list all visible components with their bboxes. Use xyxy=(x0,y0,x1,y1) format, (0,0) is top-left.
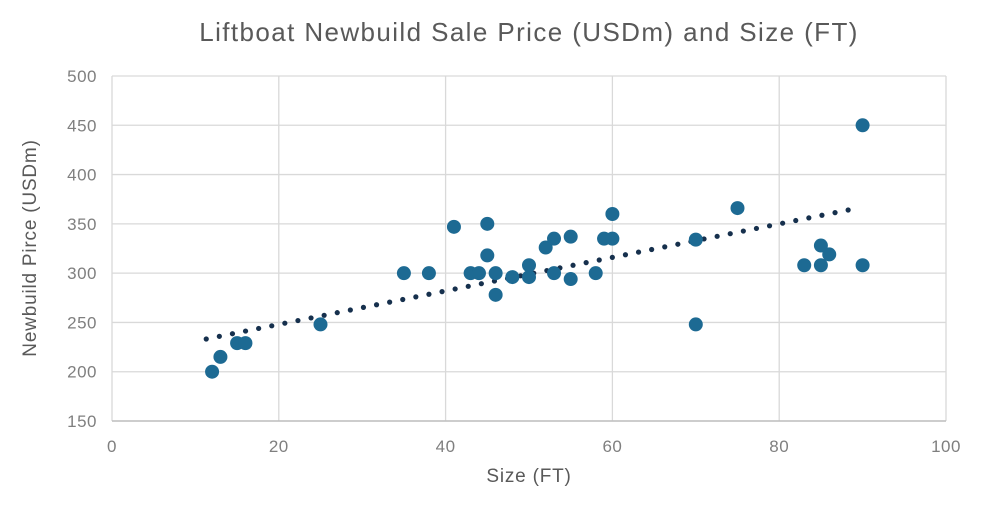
trendline-dot xyxy=(439,289,445,295)
data-point[interactable] xyxy=(730,201,745,216)
data-point[interactable] xyxy=(797,258,812,273)
y-tick-label: 450 xyxy=(67,116,97,135)
trendline-dot xyxy=(727,231,733,237)
trendline-dot xyxy=(832,210,838,216)
x-tick-label: 60 xyxy=(602,437,622,456)
trendline-dot xyxy=(609,254,615,260)
data-point[interactable] xyxy=(547,231,562,246)
data-point[interactable] xyxy=(396,266,411,281)
trendline-dot xyxy=(570,262,576,268)
data-point[interactable] xyxy=(471,266,486,281)
trendline-dot xyxy=(753,225,760,232)
data-point[interactable] xyxy=(563,229,578,244)
trendline-dot xyxy=(256,325,262,332)
trendline-dot xyxy=(622,252,629,258)
data-point[interactable] xyxy=(446,219,461,234)
data-point[interactable] xyxy=(813,258,828,273)
x-tick-label: 20 xyxy=(269,437,289,456)
trendline-dot xyxy=(373,302,380,308)
x-axis-title: Size (FT) xyxy=(486,466,572,487)
y-tick-label: 250 xyxy=(67,313,97,332)
trendline-dot xyxy=(478,281,484,287)
data-point[interactable] xyxy=(505,270,520,285)
trendline-dot xyxy=(216,333,222,339)
data-point[interactable] xyxy=(605,207,620,221)
y-tick-label: 400 xyxy=(67,166,97,185)
trendline-dot xyxy=(269,323,275,329)
trendline-dot xyxy=(518,273,524,279)
data-point[interactable] xyxy=(538,240,553,255)
x-tick-label: 100 xyxy=(931,437,961,456)
data-point[interactable] xyxy=(822,247,837,262)
trendline-dot xyxy=(806,215,812,221)
data-point[interactable] xyxy=(238,336,253,351)
data-point[interactable] xyxy=(522,270,536,285)
trendline-dot xyxy=(295,317,301,324)
data-point[interactable] xyxy=(688,232,703,247)
data-point[interactable] xyxy=(480,216,495,231)
chart-title: Liftboat Newbuild Sale Price (USDm) and … xyxy=(199,17,859,47)
trendline-dot xyxy=(766,223,773,229)
trendline-dot xyxy=(334,310,340,316)
trendline-dot xyxy=(282,320,288,326)
trendline-dot xyxy=(400,296,406,303)
trendline-dot xyxy=(675,241,681,247)
x-tick-label: 80 xyxy=(769,437,789,456)
data-point[interactable] xyxy=(421,266,436,281)
data-point[interactable] xyxy=(605,231,620,246)
trendline-dot xyxy=(360,304,367,310)
y-tick-label: 200 xyxy=(67,363,97,382)
trendline-dot xyxy=(387,299,393,305)
data-point[interactable] xyxy=(688,317,703,332)
data-point[interactable] xyxy=(855,118,870,133)
trendline-dot xyxy=(465,283,471,289)
y-tick-label: 150 xyxy=(67,412,97,431)
data-point[interactable] xyxy=(213,349,228,364)
data-point[interactable] xyxy=(205,364,220,379)
data-point[interactable] xyxy=(488,287,503,302)
y-tick-label: 350 xyxy=(67,215,97,234)
trendline-dot xyxy=(649,246,655,253)
trendline-dot xyxy=(662,244,668,250)
trendline-dot xyxy=(229,331,236,337)
trendline-dot xyxy=(845,207,851,213)
trendline-dot xyxy=(308,315,314,321)
trendline-dot xyxy=(780,220,786,226)
trendline-dot xyxy=(347,307,353,313)
y-tick-label: 500 xyxy=(67,67,97,86)
trendline-dot xyxy=(596,257,602,263)
trendline-dot xyxy=(321,312,327,318)
data-point[interactable] xyxy=(855,258,870,273)
trendline-dot xyxy=(426,291,432,297)
data-point[interactable] xyxy=(313,317,328,332)
data-point[interactable] xyxy=(480,248,495,263)
trendline-dot xyxy=(714,233,720,239)
data-point[interactable] xyxy=(563,272,578,287)
x-tick-label: 0 xyxy=(107,437,117,456)
trendline-dot xyxy=(242,328,249,334)
trendline-dot xyxy=(203,336,209,342)
x-tick-label: 40 xyxy=(436,437,456,456)
trendline-dot xyxy=(635,249,642,255)
trendline-dot xyxy=(452,286,458,292)
trendline-dot xyxy=(793,217,799,224)
data-point[interactable] xyxy=(588,266,603,281)
trendline-dot xyxy=(413,294,419,300)
trendline-dot xyxy=(740,228,746,234)
data-point[interactable] xyxy=(547,266,562,281)
data-point[interactable] xyxy=(813,238,828,253)
data-point[interactable] xyxy=(488,266,503,281)
trendline-dot xyxy=(583,260,589,266)
data-point[interactable] xyxy=(522,258,536,273)
y-tick-label: 300 xyxy=(67,264,97,283)
trendline-dot xyxy=(819,212,825,218)
